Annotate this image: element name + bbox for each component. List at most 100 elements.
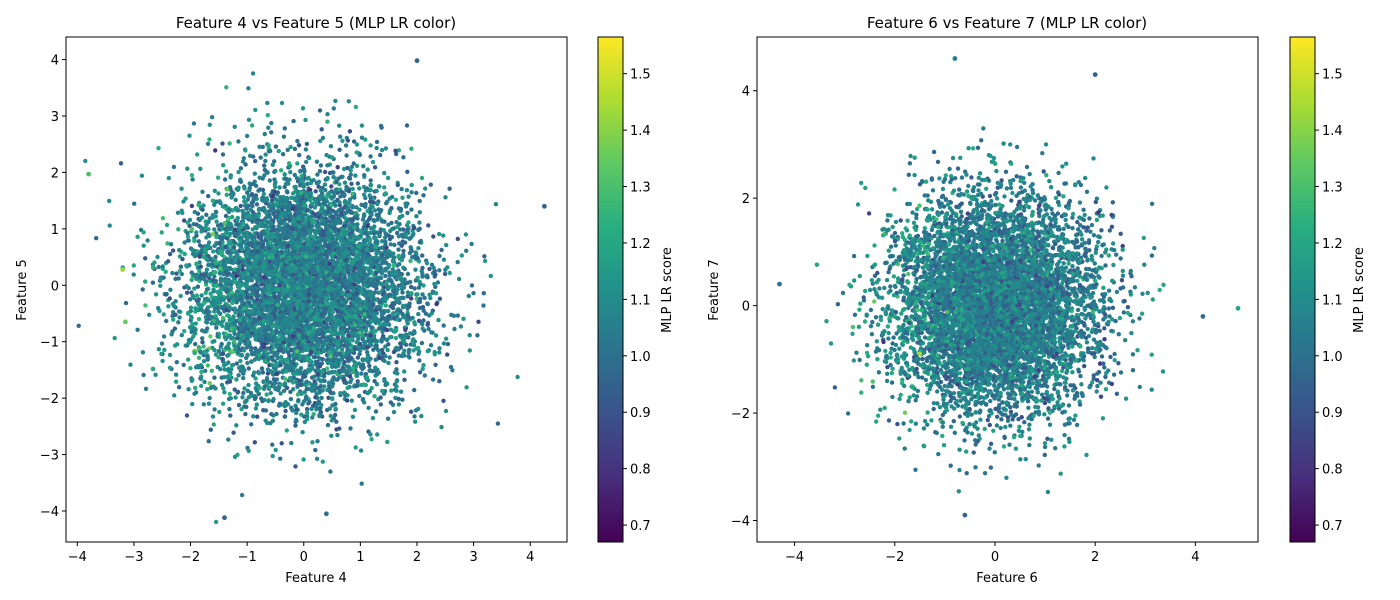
scatter-point	[385, 439, 390, 445]
scatter-point	[186, 285, 191, 291]
scatter-point	[376, 184, 382, 189]
scatter-point	[172, 393, 177, 398]
scatter-point	[373, 409, 379, 414]
scatter-point	[245, 225, 251, 230]
scatter-point	[184, 263, 189, 268]
scatter-point	[329, 184, 334, 189]
scatter-point	[361, 192, 367, 197]
scatter-point	[360, 217, 366, 222]
scatter-point	[406, 194, 411, 199]
scatter-point	[182, 285, 187, 290]
scatter-point	[412, 286, 417, 291]
scatter-point	[255, 414, 260, 419]
scatter-point	[371, 347, 376, 352]
scatter-point	[471, 291, 476, 296]
scatter-point	[282, 172, 287, 177]
scatter-point	[420, 253, 425, 258]
scatter-point	[269, 130, 274, 135]
scatter-point	[390, 259, 396, 264]
scatter-point	[202, 379, 207, 385]
scatter-point	[160, 216, 166, 221]
scatter-point	[141, 372, 146, 378]
scatter-point	[383, 303, 388, 308]
scatter-point	[196, 316, 202, 322]
scatter-point	[350, 217, 355, 222]
scatter-point	[343, 321, 348, 326]
scatter-point	[369, 385, 374, 391]
scatter-point	[401, 295, 406, 301]
scatter-point	[354, 163, 360, 168]
scatter-point	[420, 274, 425, 279]
scatter-point	[445, 341, 451, 347]
scatter-point	[433, 362, 438, 367]
scatter-point	[207, 381, 212, 386]
scatter-point	[333, 406, 338, 411]
scatter-point	[254, 402, 259, 407]
scatter-point	[287, 177, 292, 182]
scatter-point	[212, 188, 217, 193]
scatter-point	[399, 186, 404, 192]
scatter-point	[213, 519, 219, 525]
scatter-point	[169, 332, 174, 337]
scatter-point	[372, 277, 377, 282]
scatter-point	[482, 258, 488, 264]
scatter-point	[245, 197, 251, 202]
scatter-point	[357, 186, 362, 191]
scatter-point	[339, 347, 345, 352]
scatter-point	[335, 432, 340, 438]
scatter-point	[495, 421, 501, 426]
scatter-point	[220, 356, 225, 362]
scatter-point	[330, 170, 335, 175]
scatter-point	[354, 150, 359, 155]
scatter-point	[402, 377, 407, 382]
scatter-point	[396, 206, 402, 211]
scatter-point	[301, 182, 307, 188]
scatter-point	[374, 145, 379, 151]
scatter-point	[254, 381, 259, 386]
scatter-point	[285, 190, 290, 195]
scatter-point	[317, 108, 323, 113]
scatter-point	[195, 152, 200, 157]
left-chart-title: Feature 4 vs Feature 5 (MLP LR color)	[176, 14, 456, 32]
scatter-point	[376, 397, 381, 402]
scatter-point	[170, 270, 175, 276]
scatter-point	[259, 366, 265, 371]
scatter-point	[388, 400, 393, 405]
scatter-point	[277, 185, 282, 190]
scatter-point	[396, 353, 401, 358]
scatter-point	[211, 249, 216, 254]
scatter-point	[419, 413, 424, 419]
scatter-point	[348, 172, 353, 177]
scatter-point	[343, 216, 349, 222]
scatter-point	[437, 296, 443, 301]
scatter-point	[370, 159, 376, 165]
scatter-point	[276, 403, 282, 408]
scatter-point	[385, 416, 391, 421]
scatter-point	[350, 230, 355, 235]
scatter-point	[413, 267, 418, 272]
scatter-point	[291, 118, 296, 124]
scatter-point	[118, 161, 124, 166]
scatter-point	[170, 248, 176, 253]
scatter-point	[439, 424, 444, 430]
scatter-point	[481, 291, 486, 296]
scatter-point	[164, 318, 169, 324]
scatter-point	[297, 152, 302, 158]
scatter-point	[212, 407, 217, 412]
scatter-point	[301, 399, 307, 404]
scatter-point	[443, 408, 449, 414]
scatter-point	[366, 277, 371, 282]
scatter-point	[387, 355, 392, 360]
scatter-point	[193, 341, 198, 347]
scatter-point	[231, 314, 236, 319]
scatter-point	[265, 100, 270, 106]
scatter-point	[437, 350, 442, 355]
scatter-point	[147, 312, 152, 317]
scatter-point	[236, 373, 241, 378]
scatter-point	[343, 380, 348, 385]
scatter-point	[399, 243, 404, 248]
scatter-point	[234, 361, 239, 366]
scatter-point	[220, 141, 225, 146]
scatter-point	[382, 235, 388, 240]
scatter-point	[293, 464, 298, 469]
